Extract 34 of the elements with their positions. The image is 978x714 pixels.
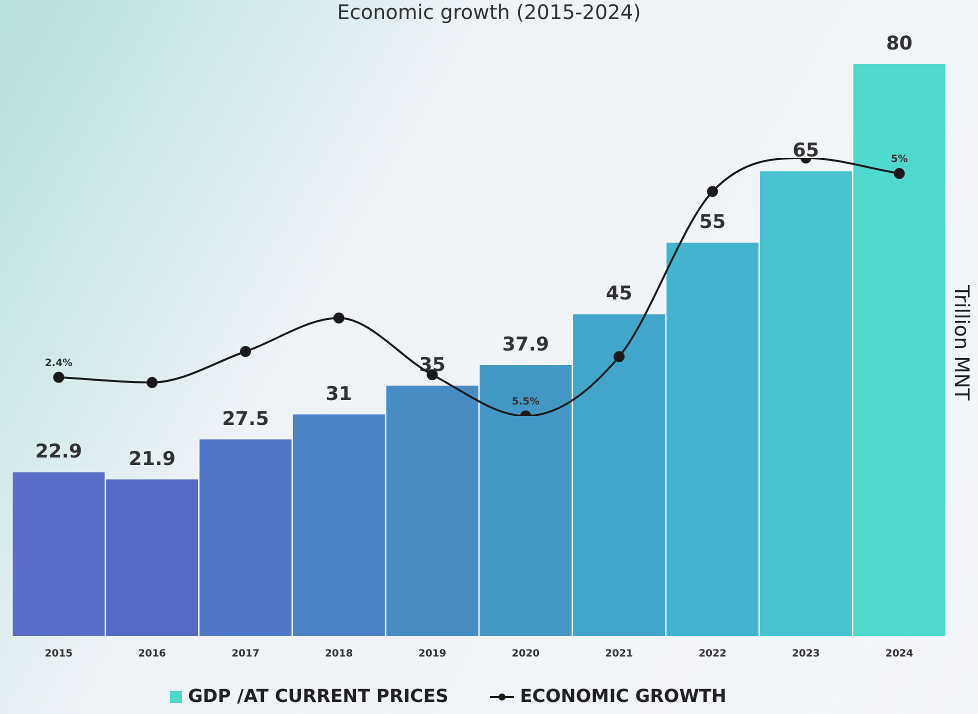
- x-tick-label: 2017: [232, 648, 260, 660]
- data-label: 55: [699, 211, 726, 234]
- chart-title: Economic growth (2015-2024): [336, 0, 642, 24]
- x-tick-label: 2021: [605, 648, 634, 660]
- data-label: 31: [326, 382, 352, 405]
- data-label: 35: [419, 354, 446, 376]
- x-tick-label: 2020: [512, 648, 540, 660]
- x-tick-label: 2015: [44, 648, 73, 660]
- point: [53, 372, 64, 383]
- point: [240, 346, 251, 357]
- data-label: 80: [886, 32, 913, 54]
- data-label: 21.9: [128, 448, 176, 470]
- data-label: 45: [606, 282, 632, 305]
- data-label: 37.9: [502, 333, 550, 356]
- x-tick-label: 2016: [138, 648, 166, 660]
- legend-label: GDP /AT CURRENT PRICES: [188, 686, 448, 707]
- data-label: 65: [792, 140, 820, 162]
- legend-label: ECONOMIC GROWTH: [520, 686, 726, 707]
- text: Trillion MNT: [950, 285, 974, 400]
- x-tick-label: 2019: [418, 648, 446, 660]
- point: [707, 186, 718, 198]
- x-tick-label: 2018: [324, 648, 353, 660]
- data-label: 22.9: [35, 440, 82, 463]
- data-label: 27.5: [222, 408, 269, 430]
- point: [146, 376, 158, 388]
- point: [333, 312, 344, 324]
- point: [614, 351, 625, 362]
- point: [894, 168, 905, 179]
- x-tick-label: 2022: [698, 648, 726, 660]
- annotation: 5%: [890, 154, 908, 166]
- annotation: 2.4%: [44, 358, 73, 369]
- x-tick-label: 2023: [792, 648, 820, 660]
- annotation: 5.5%: [512, 396, 540, 408]
- x-tick-label: 2024: [885, 648, 914, 660]
